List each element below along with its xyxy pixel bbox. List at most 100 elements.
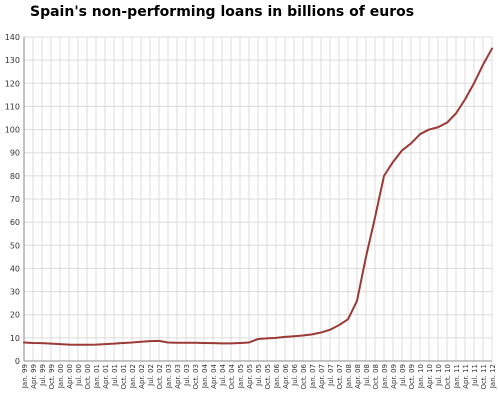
data-point: [248, 341, 250, 344]
y-tick-label: 110: [5, 102, 20, 111]
y-tick-label: 10: [10, 334, 20, 343]
data-point: [491, 47, 493, 50]
x-tick-label: Apr. 00: [66, 364, 74, 389]
axes: [23, 37, 492, 362]
data-point: [23, 341, 25, 344]
data-point: [437, 126, 439, 129]
data-point: [158, 340, 160, 342]
data-point: [311, 333, 313, 336]
x-tick-label: Jan. 09: [381, 364, 389, 389]
y-tick-label: 50: [10, 241, 20, 250]
data-point: [419, 133, 421, 135]
x-tick-label: Apr. 07: [318, 364, 326, 389]
data-point: [32, 342, 34, 344]
x-tick-label: Oct. 06: [300, 363, 308, 389]
x-tick-label: Jan. 00: [57, 364, 65, 389]
x-tick-label: Apr. 11: [462, 364, 470, 389]
data-point: [221, 342, 223, 345]
gridlines: [23, 36, 493, 362]
x-tick-label: Jul. 10: [435, 364, 443, 387]
data-point: [374, 216, 376, 219]
x-tick-label: Apr. 05: [246, 364, 254, 389]
x-tick-label: Apr. 09: [390, 364, 398, 389]
data-point: [239, 342, 241, 344]
data-point: [284, 336, 286, 338]
data-point: [446, 121, 448, 124]
data-point: [86, 344, 88, 346]
x-tick-label: Jul. 09: [399, 364, 407, 387]
x-tick-label: Oct. 04: [228, 363, 236, 389]
x-tick-label: Jul. 08: [363, 364, 371, 387]
x-tick-label: Jul. 02: [147, 364, 155, 387]
data-point: [230, 342, 232, 345]
data-point: [113, 342, 115, 345]
x-tick-label: Jul. 99: [39, 364, 47, 387]
data-point: [176, 341, 178, 344]
data-point: [455, 112, 457, 115]
data-point: [365, 256, 367, 258]
x-tick-label: Apr. 06: [282, 363, 290, 388]
data-point: [68, 343, 70, 346]
x-tick-label: Oct. 10: [444, 364, 452, 389]
x-axis-ticks: Jan. 99 Apr. 99 Jul. 99 Oct. 99 Jan. 00 Apr. …: [21, 363, 497, 389]
x-tick-label: Oct. 00: [84, 364, 92, 389]
x-tick-label: Jan. 04: [201, 363, 209, 389]
data-point: [203, 342, 205, 344]
x-tick-label: Jul. 03: [183, 364, 191, 387]
y-tick-label: 130: [5, 56, 20, 65]
x-tick-label: Jan. 08: [345, 364, 353, 389]
data-point: [464, 98, 466, 101]
series-group: [23, 47, 493, 346]
x-tick-label: Oct. 99: [48, 364, 56, 389]
y-tick-label: 40: [10, 264, 20, 273]
x-tick-label: Apr. 10: [426, 364, 434, 389]
x-tick-label: Jan. 06: [273, 363, 281, 389]
data-point: [275, 337, 277, 339]
x-tick-label: Jul. 05: [255, 364, 263, 387]
y-tick-label: 60: [10, 218, 20, 227]
x-tick-label: Oct. 05: [264, 364, 272, 389]
data-point: [59, 343, 61, 345]
x-tick-label: Oct. 08: [372, 364, 380, 389]
x-tick-label: Oct. 09: [408, 364, 416, 389]
data-point: [329, 328, 331, 331]
x-tick-label: Jan. 07: [309, 364, 317, 389]
data-point: [149, 340, 151, 342]
data-point: [410, 142, 412, 145]
x-tick-label: Jan. 11: [453, 364, 461, 389]
data-point: [302, 334, 304, 337]
x-tick-label: Jan. 03: [165, 364, 173, 389]
x-tick-label: Apr. 99: [30, 364, 38, 389]
data-point: [194, 341, 196, 344]
data-point: [428, 128, 430, 131]
data-point: [266, 337, 268, 340]
x-tick-label: Oct. 03: [192, 364, 200, 389]
x-tick-label: Apr. 01: [102, 364, 110, 389]
x-tick-label: Jul. 07: [327, 364, 335, 387]
data-point: [383, 175, 385, 177]
x-tick-label: Jul. 01: [111, 364, 119, 387]
chart-title: Spain's non-performing loans in billions…: [30, 4, 415, 20]
data-point: [293, 335, 295, 338]
y-tick-label: 100: [5, 126, 20, 135]
data-point: [140, 340, 142, 343]
y-axis-ticks: 0 10 20 30 40 50 60 70 80 90 100 110 120 130 140: [5, 33, 20, 366]
x-tick-label: Oct. 02: [156, 364, 164, 389]
data-point: [104, 343, 106, 345]
x-tick-label: Oct. 07: [336, 364, 344, 389]
y-tick-label: 90: [10, 149, 20, 158]
x-tick-label: Oct. 11: [480, 364, 488, 389]
data-point: [356, 300, 358, 302]
data-point: [41, 342, 43, 344]
data-point: [212, 342, 214, 344]
x-tick-label: Jan. 05: [237, 364, 245, 389]
data-point: [392, 161, 394, 163]
data-point: [473, 82, 475, 85]
data-point: [320, 331, 322, 334]
y-tick-label: 20: [10, 311, 20, 320]
x-tick-label: Jan. 99: [21, 364, 29, 389]
x-tick-label: Oct. 01: [120, 364, 128, 389]
data-point: [122, 342, 124, 344]
y-tick-label: 0: [15, 357, 20, 366]
